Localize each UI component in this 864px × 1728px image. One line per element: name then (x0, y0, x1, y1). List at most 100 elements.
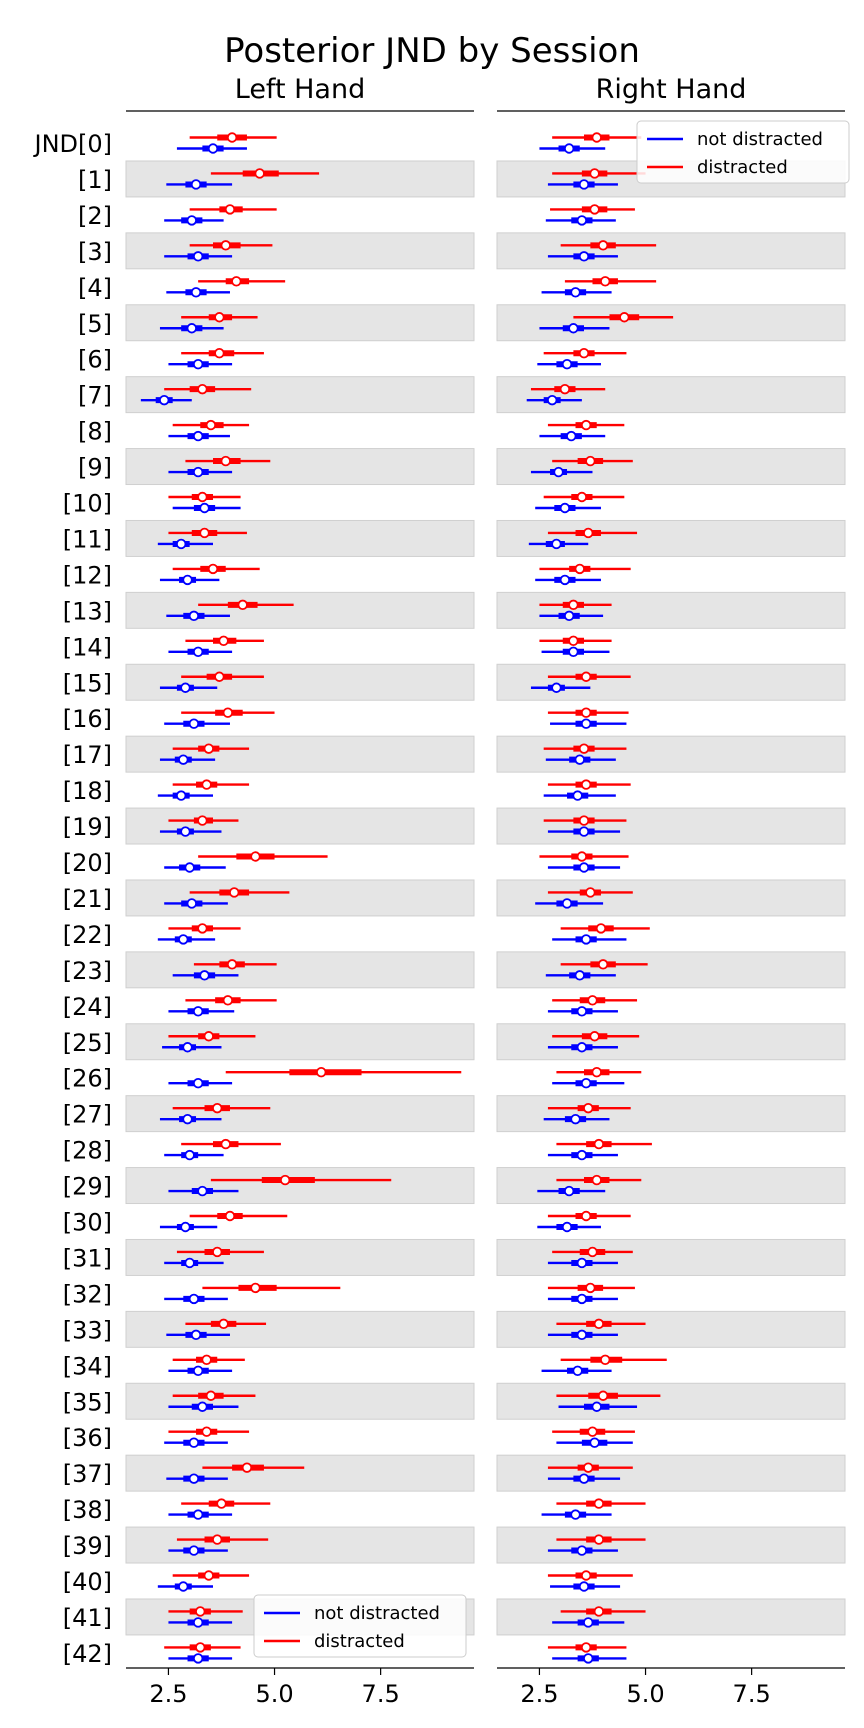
median-point (201, 1354, 212, 1366)
median-point (226, 132, 238, 143)
median-point (570, 287, 581, 298)
median-point (578, 1581, 590, 1592)
panel-0: Left Hand 2.5 5.0 7.5 not distracted distract… (125, 74, 475, 1708)
median-point (591, 1401, 602, 1412)
median-point (188, 1293, 200, 1305)
median-point (212, 1102, 223, 1114)
median-point (593, 1138, 605, 1150)
median-point (199, 502, 210, 514)
median-point (186, 215, 197, 226)
median-point (576, 215, 588, 226)
median-point (220, 240, 231, 251)
row-band (125, 448, 475, 486)
median-point (593, 1534, 605, 1545)
median-point (578, 815, 590, 826)
median-point (192, 1006, 204, 1017)
median-point (583, 1653, 594, 1664)
median-point (214, 348, 225, 359)
row-label: [2] (78, 202, 112, 230)
median-point (574, 970, 585, 981)
legend: not distracted distracted (636, 120, 850, 184)
row-band (125, 1023, 475, 1061)
median-point (576, 1329, 588, 1341)
panel-title: Left Hand (235, 74, 365, 105)
median-point (220, 455, 231, 467)
median-point (192, 1077, 204, 1089)
median-point (199, 527, 210, 539)
legend: not distracted distracted (253, 1594, 467, 1658)
median-point (231, 276, 242, 287)
median-point (585, 455, 596, 467)
row-band (125, 304, 475, 342)
row-label: [37] (63, 1460, 112, 1488)
row-band (125, 735, 475, 773)
median-point (589, 1437, 600, 1448)
row-band (496, 663, 846, 701)
row-band (125, 376, 475, 414)
row-label: [21] (63, 885, 112, 913)
row-band (125, 879, 475, 917)
median-point (593, 1318, 605, 1330)
median-point (205, 419, 217, 431)
median-point (229, 887, 240, 898)
median-point (578, 251, 590, 262)
row-band (496, 519, 846, 557)
row-label: [41] (63, 1604, 112, 1632)
row-label: [38] (63, 1496, 112, 1524)
median-point (192, 430, 204, 442)
row-band (125, 232, 475, 270)
legend-label: not distracted (697, 129, 823, 150)
row-band (496, 735, 846, 773)
legend-box (253, 1594, 467, 1658)
row-band (496, 591, 846, 629)
median-point (188, 1437, 200, 1448)
median-point (576, 1042, 588, 1053)
row-band (496, 879, 846, 917)
median-point (561, 1221, 573, 1233)
row-band (496, 807, 846, 845)
median-point (216, 1498, 227, 1509)
row-band (496, 304, 846, 342)
row-label: [5] (78, 310, 112, 338)
median-point (201, 779, 212, 790)
row-band (125, 663, 475, 701)
row-band (125, 1526, 475, 1564)
row-band (496, 1382, 846, 1420)
x-tick-label: 2.5 (520, 1680, 558, 1708)
median-point (226, 959, 238, 970)
median-point (199, 970, 210, 981)
median-point (192, 1365, 204, 1377)
row-label: [12] (63, 561, 112, 589)
row-label: [42] (63, 1640, 112, 1668)
median-point (180, 682, 191, 693)
median-point (589, 1031, 600, 1042)
x-tick-label: 2.5 (149, 1680, 187, 1708)
median-point (576, 851, 588, 862)
median-point (224, 204, 236, 215)
median-point (576, 1006, 588, 1017)
median-point (574, 563, 585, 575)
row-band (496, 1095, 846, 1133)
row-band (496, 1167, 846, 1205)
median-point (192, 646, 204, 658)
median-point (222, 995, 234, 1006)
median-point (576, 491, 588, 503)
median-point (570, 1113, 581, 1125)
median-point (561, 898, 573, 909)
median-point (583, 1102, 594, 1114)
row-label: [6] (78, 346, 112, 374)
median-point (553, 466, 564, 478)
median-point (568, 599, 579, 611)
panel-1: Right Hand 2.5 5.0 7.5 not distracted distrac… (496, 74, 850, 1708)
row-label: [13] (63, 597, 112, 625)
row-label: [22] (63, 921, 112, 949)
median-point (192, 251, 204, 262)
median-point (197, 815, 208, 826)
row-label: [36] (63, 1424, 112, 1452)
median-point (192, 359, 204, 370)
median-point (583, 1462, 594, 1473)
median-point (580, 707, 592, 718)
row-label: [19] (63, 813, 112, 841)
row-band (496, 951, 846, 989)
